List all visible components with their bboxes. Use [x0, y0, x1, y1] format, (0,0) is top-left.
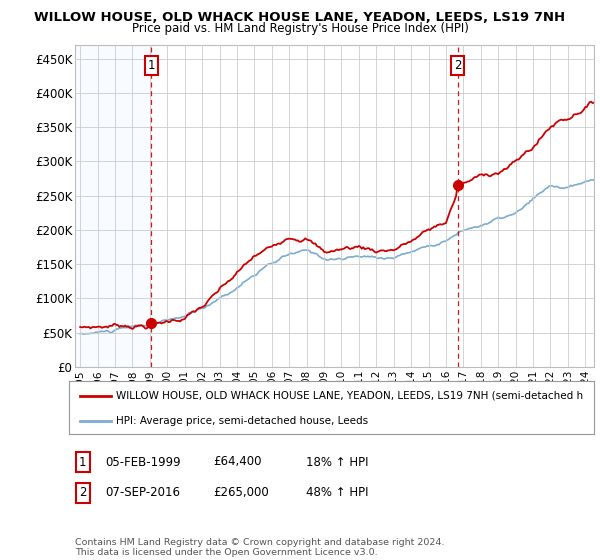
Text: 48% ↑ HPI: 48% ↑ HPI	[306, 486, 368, 500]
Text: HPI: Average price, semi-detached house, Leeds: HPI: Average price, semi-detached house,…	[116, 416, 368, 426]
Bar	[71, 45, 151, 367]
Text: £265,000: £265,000	[213, 486, 269, 500]
Text: 18% ↑ HPI: 18% ↑ HPI	[306, 455, 368, 469]
Text: Price paid vs. HM Land Registry's House Price Index (HPI): Price paid vs. HM Land Registry's House …	[131, 22, 469, 35]
Text: 07-SEP-2016: 07-SEP-2016	[105, 486, 180, 500]
Text: WILLOW HOUSE, OLD WHACK HOUSE LANE, YEADON, LEEDS, LS19 7NH: WILLOW HOUSE, OLD WHACK HOUSE LANE, YEAD…	[34, 11, 566, 24]
Text: 2: 2	[454, 59, 461, 72]
Text: 05-FEB-1999: 05-FEB-1999	[105, 455, 181, 469]
Text: 1: 1	[148, 59, 155, 72]
Text: WILLOW HOUSE, OLD WHACK HOUSE LANE, YEADON, LEEDS, LS19 7NH (semi-detached h: WILLOW HOUSE, OLD WHACK HOUSE LANE, YEAD…	[116, 391, 583, 401]
Text: Contains HM Land Registry data © Crown copyright and database right 2024.
This d: Contains HM Land Registry data © Crown c…	[75, 538, 445, 557]
Text: £64,400: £64,400	[213, 455, 262, 469]
Text: 1: 1	[79, 455, 86, 469]
Text: 2: 2	[79, 486, 86, 500]
